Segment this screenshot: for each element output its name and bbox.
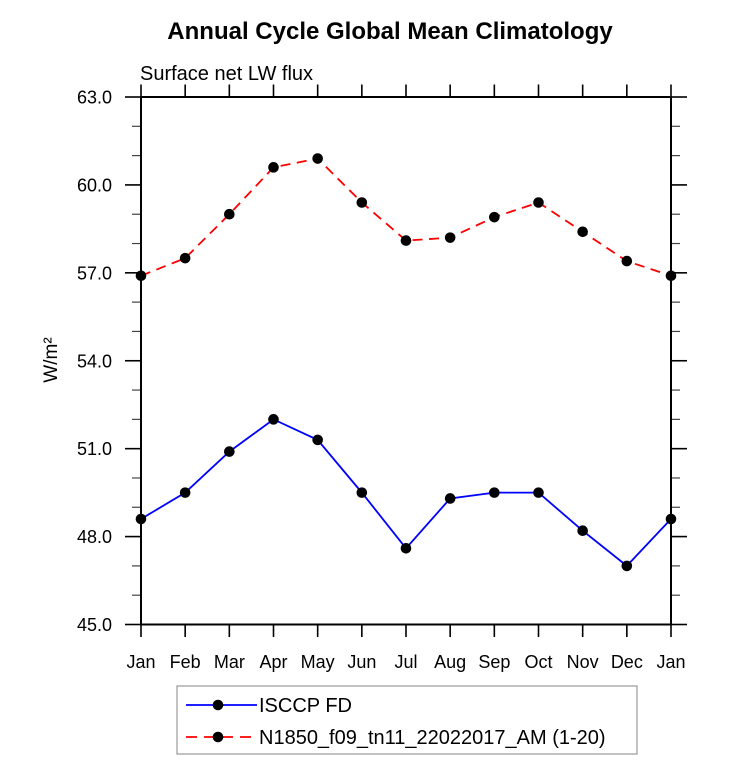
legend-label-isccp-fd: ISCCP FD: [259, 695, 352, 717]
x-tick-label: Mar: [214, 652, 245, 672]
x-tick-label: May: [301, 652, 335, 672]
series-0-point-Oct: [533, 487, 544, 498]
chart-subtitle: Surface net LW flux: [140, 63, 313, 85]
y-tick-label: 48.0: [77, 527, 112, 547]
series-0-point-Nov: [577, 525, 588, 537]
x-tick-label: Dec: [611, 652, 643, 672]
series-0-point-Jun: [356, 487, 368, 498]
x-tick-label: Aug: [434, 652, 466, 672]
series-1-point-Dec: [621, 255, 633, 267]
series-1-point-May: [312, 153, 323, 164]
series-1-point-Sep: [489, 211, 500, 223]
x-tick-label: Jan: [126, 652, 155, 672]
series-0-point-May: [312, 434, 323, 446]
series-1-point-Mar: [224, 208, 235, 220]
y-tick-label: 60.0: [77, 175, 112, 195]
series-0-point-Dec: [621, 560, 633, 572]
series-0-point-Mar: [224, 446, 235, 457]
legend-label-n1850: N1850_f09_tn11_22022017_AM (1-20): [259, 727, 606, 749]
y-tick-label: 63.0: [77, 88, 112, 108]
axis-ticks: [125, 84, 687, 637]
y-tick-label: 45.0: [77, 615, 112, 635]
legend-marker-dot: [212, 731, 224, 743]
legend-marker-dot: [212, 699, 224, 711]
y-tick-label: 57.0: [77, 263, 112, 283]
x-tick-label: Nov: [567, 652, 599, 672]
series-1-point-Jun: [356, 197, 368, 208]
series-1-point-Aug: [444, 232, 456, 243]
legend-entry-isccp-fd: ISCCP FD: [186, 695, 352, 717]
x-tick-label: Jul: [394, 652, 417, 672]
series-0-point-Aug: [444, 493, 456, 504]
legend-border: [176, 685, 638, 755]
axis-tick-labels: Jan Feb Mar Apr May Jun Jul Aug Sep Oct Nov Dec Jan 4…: [77, 88, 686, 673]
series-line-1: [140, 157, 672, 277]
plot-area-border: [140, 96, 672, 626]
series-1-point-Feb: [179, 252, 191, 264]
x-tick-label: Oct: [524, 652, 552, 672]
series-1-point-Oct: [533, 197, 544, 208]
x-tick-label: Feb: [170, 652, 201, 672]
legend-entry-n1850: N1850_f09_tn11_22022017_AM (1-20): [186, 727, 606, 749]
series-1-point-Nov: [577, 226, 588, 238]
chart-title: Annual Cycle Global Mean Climatology: [167, 18, 613, 45]
y-tick-label: 51.0: [77, 439, 112, 459]
x-tick-label: Apr: [259, 652, 287, 672]
series-0-point-Apr: [268, 414, 279, 425]
x-tick-label: Sep: [478, 652, 510, 672]
series-0-point-Feb: [179, 487, 191, 498]
y-tick-label: 54.0: [77, 351, 112, 371]
x-tick-label: Jan: [656, 652, 685, 672]
data-series: [135, 153, 677, 572]
legend-box: ISCCP FD N1850_f09_tn11_22022017_AM (1-2…: [176, 685, 638, 755]
series-0-point-Jul: [400, 543, 412, 554]
series-0-point-Sep: [489, 487, 500, 498]
series-1-point-Jul: [400, 235, 412, 246]
x-tick-label: Jun: [347, 652, 376, 672]
y-axis-label: W/m²: [41, 337, 62, 382]
series-1-point-Apr: [268, 162, 279, 173]
